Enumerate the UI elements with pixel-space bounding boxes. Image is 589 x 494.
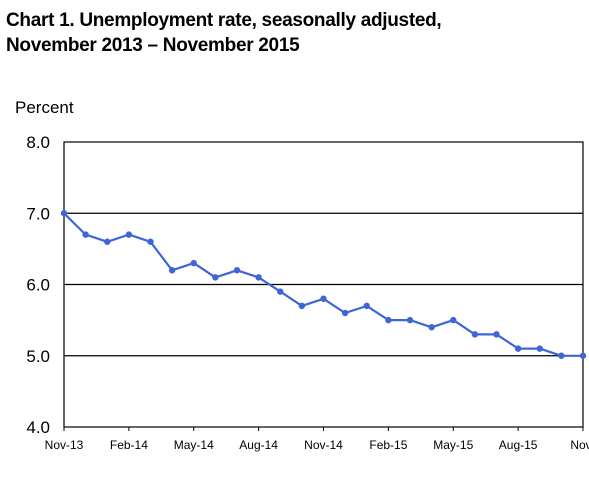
data-point: [558, 352, 565, 359]
data-point: [471, 331, 479, 338]
x-tick-label: May-15: [433, 438, 473, 452]
data-point: [363, 302, 370, 310]
data-point: [168, 267, 176, 274]
data-point: [190, 259, 197, 267]
data-point: [514, 345, 522, 352]
data-point: [60, 210, 68, 217]
data-point: [82, 231, 89, 238]
data-point: [450, 316, 457, 324]
data-point: [579, 352, 587, 359]
data-point: [493, 331, 500, 338]
y-tick-label: 7.0: [26, 204, 50, 223]
y-tick-label: 5.0: [26, 347, 50, 366]
x-tick-label: Nov-14: [304, 438, 343, 452]
data-point: [233, 267, 241, 274]
x-tick-label: Nov-: [570, 438, 589, 452]
y-tick-label: 8.0: [26, 133, 50, 152]
x-tick-label: Aug-14: [239, 438, 278, 452]
data-point: [298, 302, 306, 310]
data-point: [536, 345, 543, 352]
x-tick-label: Nov-13: [45, 438, 84, 452]
chart-title: Chart 1. Unemployment rate, seasonally a…: [6, 8, 586, 58]
data-point: [385, 316, 392, 324]
y-axis-label: Percent: [15, 98, 74, 117]
data-point: [320, 295, 327, 302]
data-point: [406, 316, 414, 324]
y-tick-label: 6.0: [26, 276, 50, 295]
x-tick-label: May-14: [174, 438, 214, 452]
data-point: [212, 274, 219, 281]
x-tick-label: Feb-15: [369, 438, 407, 452]
chart-title-line-1: Chart 1. Unemployment rate, seasonally a…: [6, 10, 442, 31]
data-point: [104, 238, 111, 245]
y-tick-label: 4.0: [26, 418, 50, 437]
data-point: [428, 324, 435, 331]
data-point: [147, 238, 154, 245]
x-tick-label: Feb-14: [110, 438, 148, 452]
data-point: [125, 231, 133, 238]
chart-subtitle: November 2013 – November 2015: [6, 35, 300, 56]
data-point: [277, 288, 284, 295]
x-tick-label: Aug-15: [499, 438, 538, 452]
data-point: [255, 274, 262, 281]
data-point: [341, 309, 349, 317]
